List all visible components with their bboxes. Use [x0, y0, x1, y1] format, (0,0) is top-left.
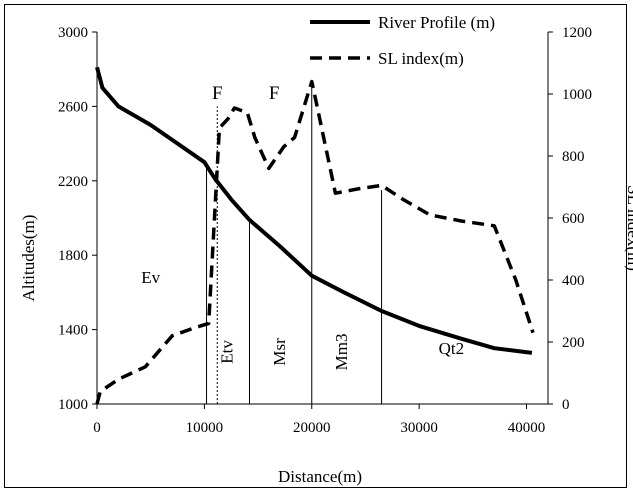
zone-labels-group: Ev Etv Msr Mm3 Qt2 F F — [141, 83, 464, 370]
y-left-tick-label: 2200 — [58, 174, 88, 190]
y-right-tick-label: 800 — [562, 149, 585, 165]
y-left-tick-label: 2600 — [58, 99, 88, 115]
zone-label: Ev — [141, 268, 160, 287]
y-left-tick-label: 3000 — [58, 25, 88, 41]
river-profile-line — [95, 66, 533, 355]
y-left-tick-label: 1800 — [58, 248, 88, 264]
y-right-tick-label: 0 — [562, 397, 570, 413]
x-tick-label: 30000 — [400, 420, 438, 436]
legend-label: SL index(m) — [378, 49, 464, 68]
y-right-tick-label: 1200 — [562, 25, 592, 41]
x-tick-label: 20000 — [293, 420, 331, 436]
x-tick-label: 10000 — [186, 420, 224, 436]
y-right-tick-label: 600 — [562, 211, 585, 227]
x-axis-label: Distance(m) — [278, 467, 362, 486]
zone-label: Mm3 — [332, 333, 351, 370]
legend-label: River Profile (m) — [378, 13, 495, 32]
y-left-tick-label: 1000 — [58, 397, 88, 413]
zone-label: Etv — [217, 340, 236, 364]
x-tick-label: 40000 — [508, 420, 546, 436]
y-right-tick-label: 400 — [562, 273, 585, 289]
y-axis-right-label: SL index(m) — [624, 185, 633, 271]
x-tick-label: 0 — [93, 420, 101, 436]
legend: River Profile (m) SL index(m) — [310, 13, 495, 68]
sl-index-line — [95, 79, 535, 405]
zone-label: Qt2 — [439, 339, 465, 358]
y-left-tick-label: 1400 — [58, 323, 88, 339]
series-group — [95, 66, 535, 405]
zone-label: Msr — [270, 338, 289, 366]
axes-group: 0 10000 20000 30000 400001000140018002200260… — [58, 25, 592, 436]
y-right-tick-label: 1000 — [562, 87, 592, 103]
fault-label: F — [269, 83, 280, 104]
y-axis-left-label: Altitudes(m) — [19, 215, 38, 302]
fault-label: F — [212, 83, 223, 104]
chart-frame — [4, 4, 627, 488]
y-right-tick-label: 200 — [562, 335, 585, 351]
